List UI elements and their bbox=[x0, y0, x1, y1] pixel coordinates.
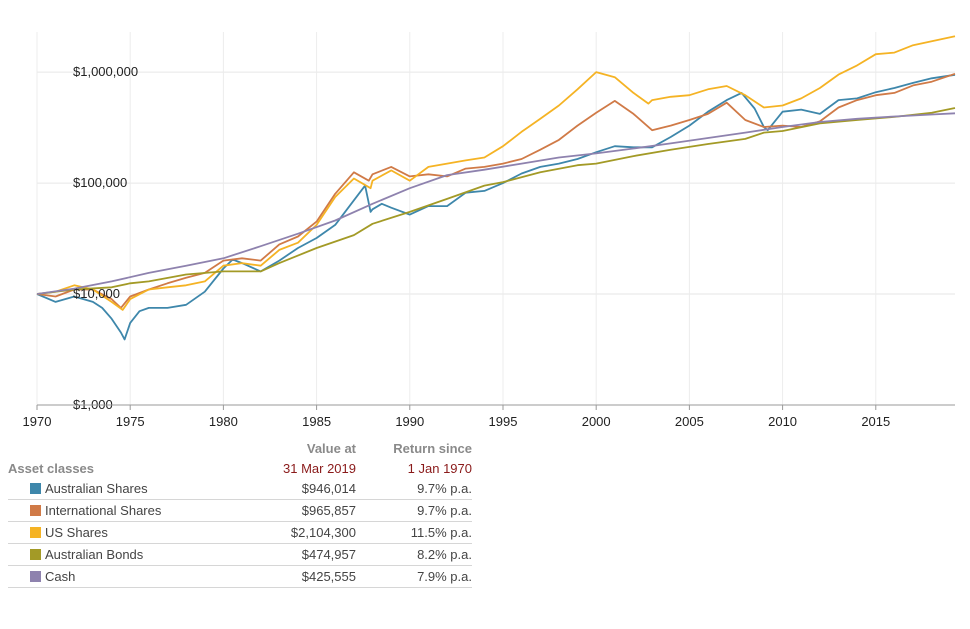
x-tick-label: 2000 bbox=[582, 414, 611, 429]
y-axis: $1,000$10,000$100,000$1,000,000 bbox=[73, 64, 138, 412]
table-row: US Shares $2,104,300 11.5% p.a. bbox=[8, 521, 472, 544]
table-row: Australian Bonds $474,957 8.2% p.a. bbox=[8, 543, 472, 566]
x-tick-label: 1975 bbox=[116, 414, 145, 429]
asset-return: 9.7% p.a. bbox=[356, 499, 472, 522]
asset-table: Value at Return since Asset classes 31 M… bbox=[8, 438, 472, 588]
asset-value: $965,857 bbox=[276, 499, 356, 522]
asset-name: International Shares bbox=[45, 503, 162, 518]
grid-lines bbox=[36, 32, 955, 406]
y-tick-label: $1,000,000 bbox=[73, 64, 138, 79]
asset-return: 7.9% p.a. bbox=[356, 565, 472, 588]
x-tick-label: 1985 bbox=[302, 414, 331, 429]
x-tick-label: 1980 bbox=[209, 414, 238, 429]
value-header-line2: 31 Mar 2019 bbox=[283, 460, 356, 476]
x-tick-label: 1995 bbox=[489, 414, 518, 429]
asset-return: 8.2% p.a. bbox=[356, 543, 472, 566]
asset-name: US Shares bbox=[45, 525, 108, 540]
asset-classes-header: Asset classes bbox=[8, 460, 95, 476]
asset-value: $474,957 bbox=[276, 543, 356, 566]
x-tick-label: 1970 bbox=[23, 414, 52, 429]
line-chart: $1,000$10,000$100,000$1,000,000 1970 1975… bbox=[23, 32, 956, 429]
asset-value: $2,104,300 bbox=[276, 521, 356, 544]
legend-swatch bbox=[30, 571, 41, 582]
asset-return: 9.7% p.a. bbox=[356, 478, 472, 500]
asset-name: Australian Bonds bbox=[45, 547, 144, 562]
series-lines bbox=[36, 35, 956, 341]
y-tick-label: $10,000 bbox=[73, 286, 120, 301]
x-axis: 1970 1975 1980 1985 1990 1995 2000 2005 2010 2015 bbox=[23, 404, 955, 429]
asset-value: $425,555 bbox=[276, 565, 356, 588]
series-line-international-shares bbox=[36, 72, 956, 309]
x-tick-label: 1990 bbox=[395, 414, 424, 429]
legend-swatch bbox=[30, 505, 41, 516]
series-line-australian-shares bbox=[36, 73, 956, 341]
series-line-australian-bonds bbox=[36, 107, 956, 295]
return-header-line1: Return since bbox=[393, 440, 472, 456]
legend-swatch bbox=[30, 549, 41, 560]
table-row: Australian Shares $946,014 9.7% p.a. bbox=[8, 478, 472, 500]
asset-name: Cash bbox=[45, 569, 76, 584]
y-tick-label: $100,000 bbox=[73, 175, 127, 190]
asset-return: 11.5% p.a. bbox=[356, 521, 472, 544]
x-tick-label: 2005 bbox=[675, 414, 704, 429]
table-row: International Shares $965,857 9.7% p.a. bbox=[8, 499, 472, 522]
table-row: Cash $425,555 7.9% p.a. bbox=[8, 565, 472, 588]
return-header-line2: 1 Jan 1970 bbox=[407, 460, 472, 476]
x-tick-label: 2015 bbox=[861, 414, 890, 429]
legend-swatch bbox=[30, 527, 41, 538]
asset-name: Australian Shares bbox=[45, 481, 148, 496]
series-line-cash bbox=[36, 112, 956, 295]
value-header-line1: Value at bbox=[306, 440, 356, 456]
x-tick-label: 2010 bbox=[768, 414, 797, 429]
legend-swatch bbox=[30, 483, 41, 494]
series-line-us-shares bbox=[36, 35, 956, 311]
asset-value: $946,014 bbox=[276, 478, 356, 500]
